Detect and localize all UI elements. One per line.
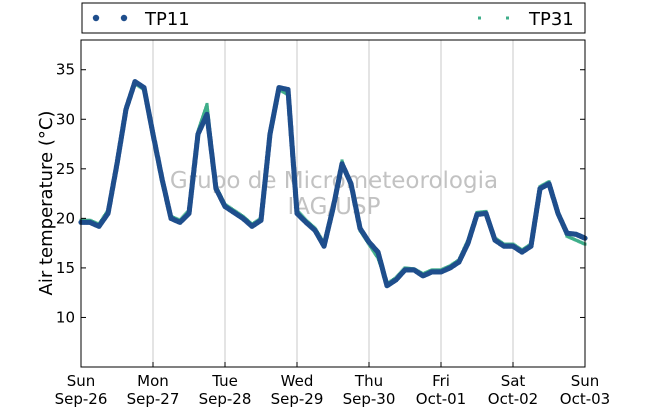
x-tick-label-date: Oct-03 [560,390,610,408]
data-point-tp31 [205,102,209,106]
series-tp11 [78,79,588,289]
legend-marker-tp31 [478,16,481,20]
x-tick-label-day: Mon [137,372,169,390]
x-tick-label-day: Sat [501,372,526,390]
x-tick-label-day: Fri [432,372,450,390]
legend-box [81,2,586,34]
x-tick-label-day: Tue [211,372,238,390]
y-tick-label: 15 [56,259,75,277]
x-tick-label-day: Sun [67,372,96,390]
legend-label-tp11: TP11 [144,9,190,30]
data-point-tp31 [206,109,210,113]
y-axis: 10 15 20 25 30 35 [56,61,585,326]
x-tick-label-date: Sep-29 [271,390,324,408]
y-tick-label: 30 [56,110,75,128]
x-tick-label-day: Wed [281,372,314,390]
x-tick-label-date: Sep-27 [127,390,180,408]
y-tick-label: 10 [56,308,75,326]
y-tick-label: 25 [56,160,75,178]
legend-label-tp31: TP31 [528,9,574,30]
x-tick-label-day: Thu [354,372,383,390]
x-tick-label-day: Sun [571,372,600,390]
legend-marker-tp31 [506,16,509,20]
data-point-tp31 [205,106,209,110]
x-tick-label-date: Oct-02 [488,390,538,408]
data-point-tp31 [205,104,209,108]
y-tick-label: 35 [56,61,75,79]
y-axis-label: Air temperature (°C) [36,111,57,296]
x-tick-label-date: Oct-01 [416,390,466,408]
legend-marker-tp11 [120,14,128,22]
x-tick-label-date: Sep-30 [343,390,396,408]
watermark-line-1: Grupo de Micrometeorologia [170,168,498,194]
x-axis: SunSep-26MonSep-27TueSep-28WedSep-29ThuS… [55,362,610,408]
x-tick-label-date: Sep-26 [55,390,108,408]
plot-frame [80,39,586,368]
x-tick-label-date: Sep-28 [199,390,252,408]
y-tick-label: 20 [56,209,75,227]
legend-marker-tp11 [92,14,100,22]
